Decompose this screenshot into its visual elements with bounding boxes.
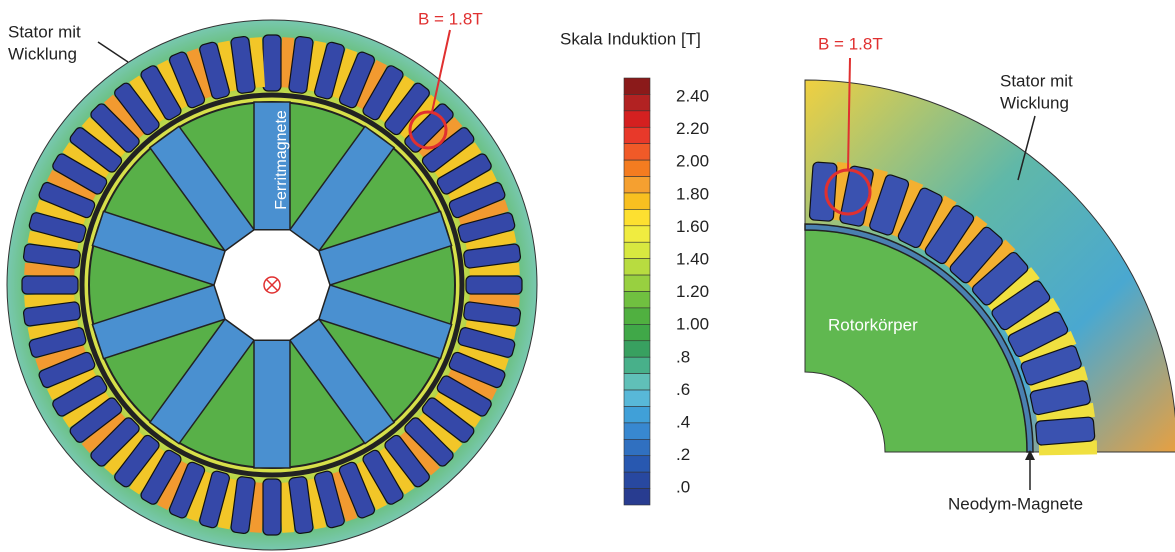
stator-label: Wicklung [8, 44, 77, 63]
scale-label: 1.80 [676, 184, 709, 203]
stator-label: Wicklung [1000, 93, 1069, 112]
scale-label: .8 [676, 347, 690, 366]
winding-slot [466, 276, 522, 294]
scale-swatch [624, 324, 650, 340]
scale-swatch [624, 390, 650, 406]
winding-slot [809, 162, 837, 222]
scale-swatch [624, 489, 650, 505]
scale-label: .0 [676, 478, 690, 497]
scale-swatch [624, 242, 650, 258]
scale-label: 2.40 [676, 86, 709, 105]
color-scale: 2.40 2.20 2.00 1.80 1.60 1.40 1.20 1.00 .8 .6 .4 .2… [624, 78, 709, 505]
scale-swatch [624, 275, 650, 291]
scale-swatch [624, 111, 650, 127]
scale-swatch [624, 374, 650, 390]
scale-swatch [624, 226, 650, 242]
scale-label: 2.20 [676, 119, 709, 138]
winding-slot [263, 35, 281, 91]
stator-pointer [98, 42, 128, 62]
right-motor [805, 58, 1175, 490]
flux-label: B = 1.8T [818, 34, 883, 53]
scale-swatch [624, 423, 650, 439]
stator-label: Stator mit [1000, 71, 1073, 90]
scale-swatch [624, 439, 650, 455]
scale-swatch [624, 177, 650, 193]
scale-swatch [624, 94, 650, 110]
scale-swatch [624, 341, 650, 357]
scale-swatch [624, 160, 650, 176]
ferrite-magnet [254, 338, 290, 468]
magnet-label: Ferritmagnete [273, 110, 290, 210]
scale-swatch [624, 259, 650, 275]
scale-swatch [624, 144, 650, 160]
stator-label: Stator mit [8, 22, 81, 41]
flux-label: B = 1.8T [418, 9, 483, 28]
scale-swatch [624, 209, 650, 225]
figure: 2.40 2.20 2.00 1.80 1.60 1.40 1.20 1.00 .8 .6 .4 .2… [0, 0, 1175, 552]
scale-swatch [624, 78, 650, 94]
scale-label: .2 [676, 445, 690, 464]
scale-swatch [624, 472, 650, 488]
scale-label: 1.60 [676, 217, 709, 236]
scale-swatch [624, 127, 650, 143]
scale-label: .4 [676, 412, 690, 431]
scale-label: .6 [676, 380, 690, 399]
scale-title: Skala Induktion [T] [560, 29, 701, 48]
scale-label: 1.20 [676, 282, 709, 301]
left-motor [7, 20, 537, 550]
scale-swatch [624, 193, 650, 209]
rotor-label: Rotorkörper [828, 315, 918, 334]
magnet-label: Neodym-Magnete [948, 494, 1083, 513]
scale-label: 1.00 [676, 315, 709, 334]
winding-slot [263, 479, 281, 535]
winding-slot [1035, 417, 1095, 446]
scale-swatch [624, 406, 650, 422]
scale-swatch [624, 308, 650, 324]
scale-swatch [624, 357, 650, 373]
scale-label: 1.40 [676, 249, 709, 268]
scale-swatch [624, 456, 650, 472]
winding-slot [22, 276, 78, 294]
scale-label: 2.00 [676, 152, 709, 171]
scale-swatch [624, 292, 650, 308]
